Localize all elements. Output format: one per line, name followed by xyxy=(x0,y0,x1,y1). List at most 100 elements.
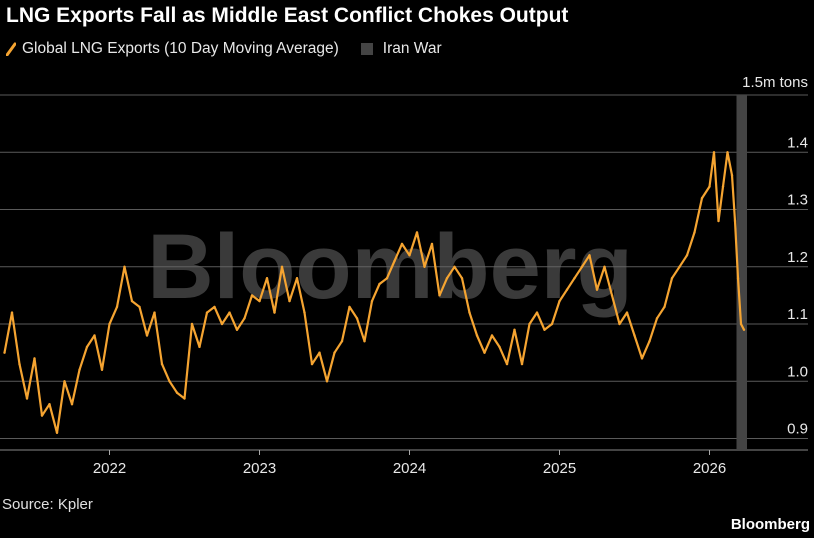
y-tick-label-5: 1.4 xyxy=(787,134,808,151)
gridlines xyxy=(0,94,808,451)
legend-item-lng-exports: Global LNG Exports (10 Day Moving Averag… xyxy=(6,40,339,58)
data-point-12 xyxy=(93,334,96,337)
data-point-96 xyxy=(717,219,720,223)
data-point-85 xyxy=(640,357,644,360)
data-point-29 xyxy=(220,322,224,326)
legend-label-iran-war: Iran War xyxy=(382,40,442,57)
data-point-51 xyxy=(385,277,389,280)
data-point-23 xyxy=(175,391,179,394)
chart-title: LNG Exports Fall as Middle East Conflict… xyxy=(6,4,569,27)
data-point-30 xyxy=(228,311,231,314)
y-tick-label-1: 1.0 xyxy=(787,363,808,380)
source-note: Source: Kpler xyxy=(2,496,93,513)
legend-line-swatch-icon xyxy=(6,42,16,56)
data-point-97 xyxy=(721,185,725,188)
x-tick-label-4: 2026 xyxy=(693,460,726,477)
data-point-60 xyxy=(453,265,456,268)
series-points xyxy=(3,151,746,434)
data-point-100 xyxy=(733,219,737,223)
legend-item-iran-war: Iran War xyxy=(360,40,442,58)
data-point-43 xyxy=(325,380,329,383)
data-point-49 xyxy=(370,299,374,303)
data-point-40 xyxy=(303,311,306,314)
data-point-61 xyxy=(460,277,464,280)
data-point-74 xyxy=(558,299,561,303)
legend-label-lng-exports: Global LNG Exports (10 Day Moving Averag… xyxy=(22,40,339,57)
x-tick-label-1: 2023 xyxy=(243,460,276,477)
data-point-84 xyxy=(633,334,636,337)
data-point-48 xyxy=(363,340,366,343)
data-point-53 xyxy=(400,242,404,246)
series-line-lng-exports xyxy=(3,151,745,434)
data-point-22 xyxy=(168,380,171,383)
data-point-67 xyxy=(505,362,509,366)
data-point-21 xyxy=(160,362,164,366)
data-point-78 xyxy=(588,254,591,257)
data-point-87 xyxy=(655,317,659,320)
brand-logo: Bloomberg xyxy=(730,516,810,533)
data-point-28 xyxy=(213,305,216,309)
data-point-76 xyxy=(573,277,576,280)
watermark: Bloomberg xyxy=(147,216,633,318)
legend: Global LNG Exports (10 Day Moving Averag… xyxy=(6,40,464,58)
legend-box-swatch-icon xyxy=(360,43,373,55)
data-point-25 xyxy=(190,322,194,326)
data-point-89 xyxy=(670,277,674,280)
data-point-73 xyxy=(550,322,554,326)
iran-war-band xyxy=(736,95,747,450)
y-tick-label-2: 1.1 xyxy=(787,306,808,323)
data-point-102 xyxy=(739,322,743,326)
data-point-98 xyxy=(726,151,729,154)
data-point-24 xyxy=(183,397,186,400)
data-point-8 xyxy=(63,380,66,383)
y-tick-label-4: 1.3 xyxy=(787,192,808,209)
data-point-31 xyxy=(235,328,239,331)
data-point-63 xyxy=(475,334,479,337)
data-point-36 xyxy=(273,311,276,314)
data-point-90 xyxy=(678,265,681,268)
data-point-10 xyxy=(78,368,81,371)
data-point-16 xyxy=(123,265,126,268)
y-axis-ticks: 0.9 1.0 1.1 1.2 1.3 1.4 xyxy=(787,134,808,437)
data-point-13 xyxy=(100,368,104,371)
data-point-95 xyxy=(712,151,716,154)
y-tick-label-3: 1.2 xyxy=(787,249,808,266)
data-point-83 xyxy=(625,311,629,314)
data-point-62 xyxy=(468,311,471,314)
data-point-9 xyxy=(70,403,74,406)
data-point-39 xyxy=(295,277,299,280)
data-point-93 xyxy=(700,196,704,200)
data-point-26 xyxy=(198,345,201,349)
data-point-11 xyxy=(85,345,89,349)
data-point-45 xyxy=(340,340,344,343)
data-point-42 xyxy=(318,351,321,354)
data-point-52 xyxy=(393,259,396,263)
data-point-69 xyxy=(520,362,524,366)
data-point-91 xyxy=(685,254,689,257)
data-point-92 xyxy=(693,231,696,234)
data-point-103 xyxy=(742,328,746,331)
data-point-66 xyxy=(498,345,501,349)
data-point-4 xyxy=(33,357,36,360)
data-point-82 xyxy=(618,322,621,326)
data-point-86 xyxy=(648,340,651,343)
data-point-71 xyxy=(535,311,539,314)
data-point-94 xyxy=(708,185,711,188)
data-point-101 xyxy=(736,277,740,280)
x-tick-label-2: 2024 xyxy=(393,460,426,477)
data-point-57 xyxy=(430,242,434,246)
data-point-2 xyxy=(18,362,21,366)
data-point-68 xyxy=(513,328,516,331)
data-point-58 xyxy=(438,294,441,297)
data-point-32 xyxy=(243,317,246,320)
data-point-79 xyxy=(595,288,599,291)
data-point-64 xyxy=(483,351,486,354)
data-point-77 xyxy=(580,265,584,268)
y-axis-label: 1.5m tons xyxy=(742,74,808,91)
data-point-72 xyxy=(543,328,546,331)
data-point-59 xyxy=(445,277,449,280)
data-point-65 xyxy=(490,334,494,337)
data-point-44 xyxy=(333,351,336,354)
data-point-33 xyxy=(250,294,254,297)
